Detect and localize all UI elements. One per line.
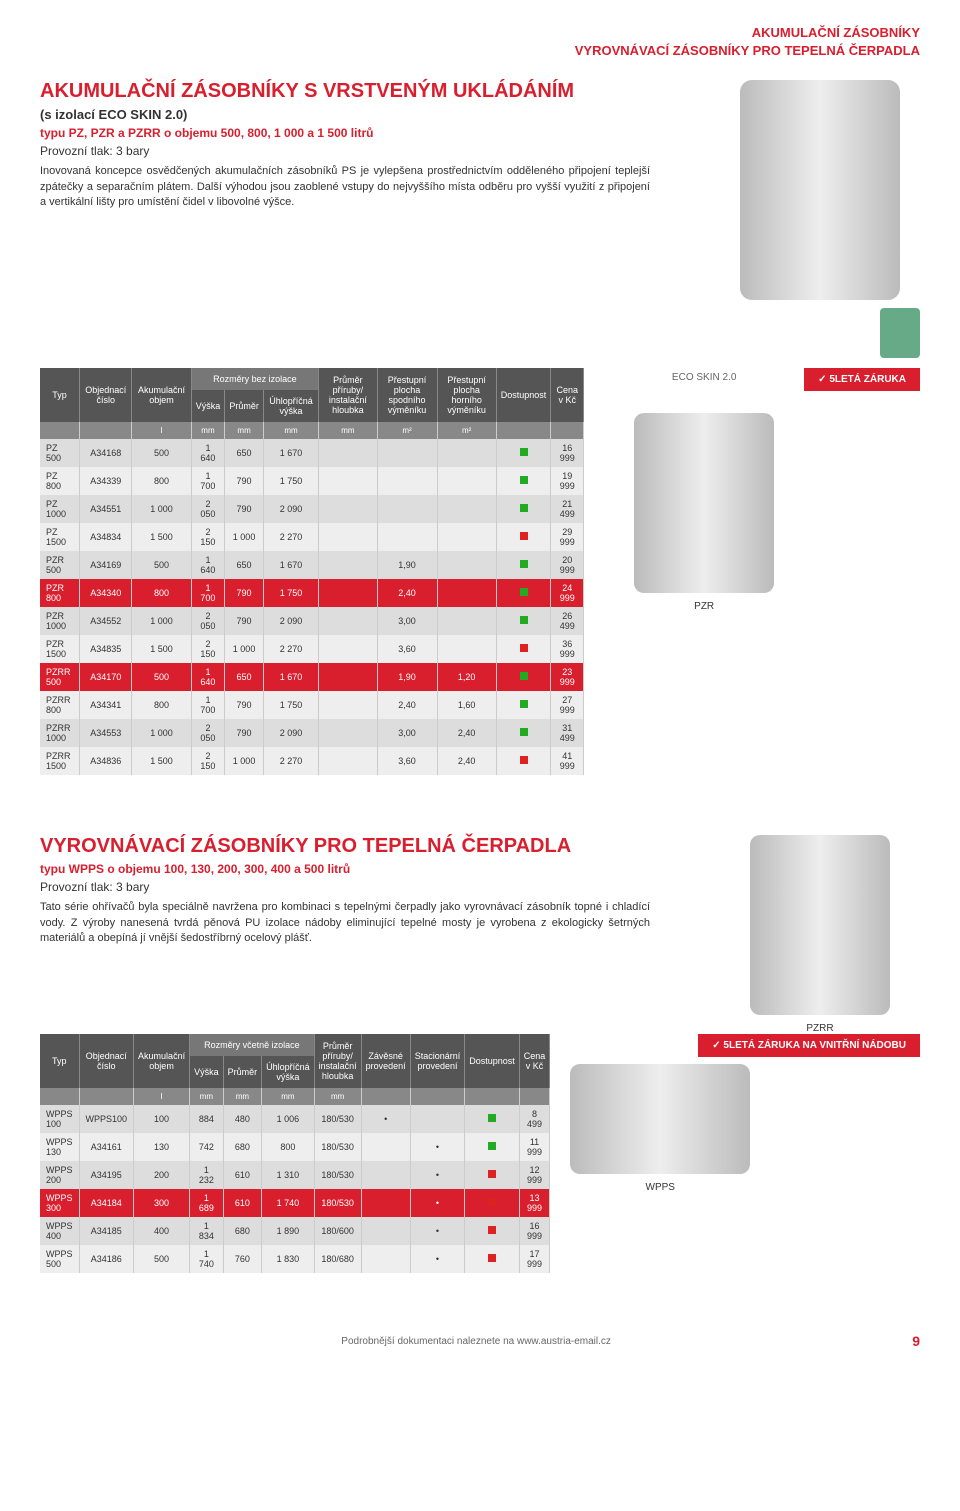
tank-image-wpps (570, 1064, 750, 1174)
footer-text: Podrobnější dokumentaci naleznete na www… (341, 1336, 611, 1347)
header-line1: AKUMULAČNÍ ZÁSOBNÍKY (40, 24, 920, 42)
s1-red: typu PZ, PZR a PZRR o objemu 500, 800, 1… (40, 126, 700, 140)
s1-table: TypObjednací čísloAkumulační objemRozměr… (40, 368, 584, 775)
s1-subtitle: (s izolací ECO SKIN 2.0) (40, 107, 700, 122)
page-header: AKUMULAČNÍ ZÁSOBNÍKY VYROVNÁVACÍ ZÁSOBNÍ… (40, 24, 920, 60)
tank-image-pzrr (750, 835, 890, 1015)
s2-table: TypObjednací čísloAkumulační objemRozměr… (40, 1034, 550, 1273)
s1-desc: Inovovaná koncepce osvědčených akumulačn… (40, 164, 650, 210)
s1-black: Provozní tlak: 3 bary (40, 144, 700, 158)
tank-image-eco (740, 80, 900, 300)
eco-skin-badge (880, 308, 920, 358)
tank-image-pzr (634, 413, 774, 593)
caption-pzrr: PZRR (720, 1023, 920, 1034)
s2-desc: Tato série ohřívačů byla speciálně navrž… (40, 900, 650, 946)
page-footer: Podrobnější dokumentaci naleznete na www… (40, 1333, 920, 1349)
s2-black: Provozní tlak: 3 bary (40, 880, 700, 894)
header-line2: VYROVNÁVACÍ ZÁSOBNÍKY PRO TEPELNÁ ČERPAD… (40, 42, 920, 60)
eco-label: ECO SKIN 2.0 (604, 372, 804, 383)
s1-title: AKUMULAČNÍ ZÁSOBNÍKY S VRSTVENÝM UKLÁDÁN… (40, 80, 700, 103)
s2-title: VYROVNÁVACÍ ZÁSOBNÍKY PRO TEPELNÁ ČERPAD… (40, 835, 700, 858)
caption-wpps: WPPS (570, 1182, 750, 1193)
s1-warranty-badge: 5LETÁ ZÁRUKA (804, 368, 920, 391)
page-number: 9 (912, 1333, 920, 1349)
caption-pzr: PZR (604, 601, 804, 612)
s2-red: typu WPPS o objemu 100, 130, 200, 300, 4… (40, 862, 700, 876)
